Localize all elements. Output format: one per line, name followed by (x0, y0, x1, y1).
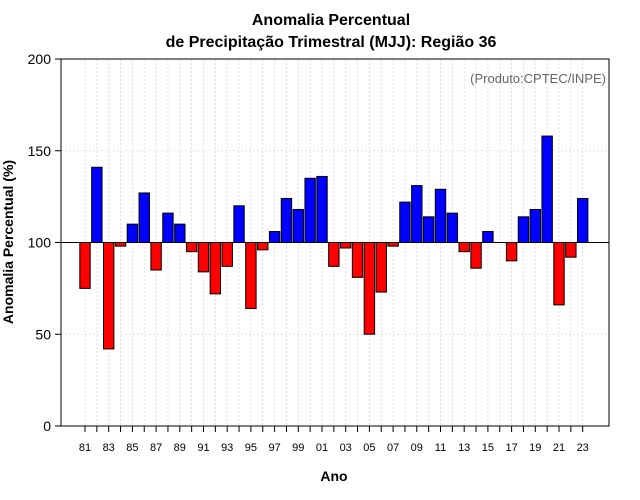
bar-01 (316, 175, 328, 243)
y-axis: 0 50 100 150 200 (28, 51, 61, 434)
x-tick-label-17: 17 (505, 442, 517, 454)
x-tick-label-83: 83 (103, 442, 115, 454)
bar-95 (245, 242, 257, 310)
x-axis-label: Ano (320, 468, 347, 484)
x-tick-label-93: 93 (221, 442, 233, 454)
x-tick-label-05: 05 (363, 442, 375, 454)
y-axis-label: Anomalia Percentual (%) (0, 160, 16, 324)
bar-10 (422, 216, 435, 243)
chart-title-line-1: Anomalia Percentual (252, 12, 410, 29)
bar-03 (340, 242, 352, 249)
bar-87 (150, 242, 162, 271)
bar-17 (505, 242, 518, 262)
x-tick-label-11: 11 (435, 442, 446, 454)
bar-06 (375, 242, 387, 293)
x-tick-label-13: 13 (458, 442, 470, 454)
x-tick-label-89: 89 (174, 442, 186, 454)
bar-84 (114, 242, 127, 247)
x-tick-label-81: 81 (79, 442, 91, 454)
bar-18 (517, 216, 530, 243)
bar-07 (387, 242, 399, 247)
bar-81 (79, 242, 91, 289)
bar-20 (541, 135, 553, 244)
y-tick-label-200: 200 (28, 51, 52, 67)
x-tick-label-23: 23 (577, 442, 589, 454)
x-tick-label-91: 91 (197, 442, 209, 454)
bar-91 (197, 242, 210, 273)
bar-19 (529, 208, 541, 243)
bar-00 (304, 177, 316, 243)
x-tick-label-03: 03 (340, 442, 352, 454)
bar-83 (103, 242, 115, 350)
bars (79, 135, 589, 350)
bar-86 (138, 192, 150, 243)
bar-05 (363, 242, 376, 335)
bar-85 (126, 223, 139, 243)
x-tick-label-87: 87 (150, 442, 162, 454)
x-tick-label-01: 01 (316, 442, 328, 454)
y-tick-label-0: 0 (43, 418, 51, 434)
bar-08 (399, 201, 411, 244)
x-tick-label-19: 19 (529, 442, 541, 454)
y-tick-label-150: 150 (28, 143, 52, 159)
x-tick-label-95: 95 (245, 442, 257, 454)
bar-23 (577, 197, 589, 244)
bar-12 (446, 212, 459, 243)
y-tick-label-50: 50 (35, 326, 51, 342)
bar-97 (268, 230, 281, 244)
y-tick-label-100: 100 (28, 235, 52, 251)
bar-21 (553, 242, 565, 306)
bar-22 (565, 242, 577, 258)
bar-88 (162, 212, 174, 243)
bar-96 (257, 242, 269, 251)
bar-99 (292, 208, 305, 243)
bar-02 (328, 242, 340, 267)
bar-89 (174, 223, 186, 243)
bar-15 (482, 230, 494, 244)
x-axis: 81 83 85 87 89 91 93 95 97 99 01 03 05 07 09 11 13 15 17 19… (79, 426, 589, 454)
chart-title-line-2: de Precipitação Trimestral (MJJ): Região… (166, 34, 497, 51)
bar-92 (209, 242, 222, 295)
bar-11 (434, 188, 447, 244)
x-tick-label-09: 09 (411, 442, 423, 454)
product-credit: (Produto:CPTEC/INPE) (470, 71, 606, 86)
bar-13 (458, 242, 470, 253)
bar-93 (221, 242, 233, 267)
x-tick-label-21: 21 (553, 442, 565, 454)
bar-94 (233, 205, 245, 244)
x-tick-label-15: 15 (482, 442, 494, 454)
bar-09 (411, 185, 423, 244)
x-tick-label-97: 97 (268, 442, 280, 454)
bar-82 (91, 166, 103, 243)
x-tick-label-99: 99 (292, 442, 304, 454)
x-tick-label-07: 07 (387, 442, 399, 454)
bar-14 (470, 242, 482, 269)
x-tick-label-85: 85 (126, 442, 138, 454)
bar-90 (185, 242, 198, 253)
bar-98 (280, 197, 293, 244)
bar-04 (351, 242, 364, 278)
